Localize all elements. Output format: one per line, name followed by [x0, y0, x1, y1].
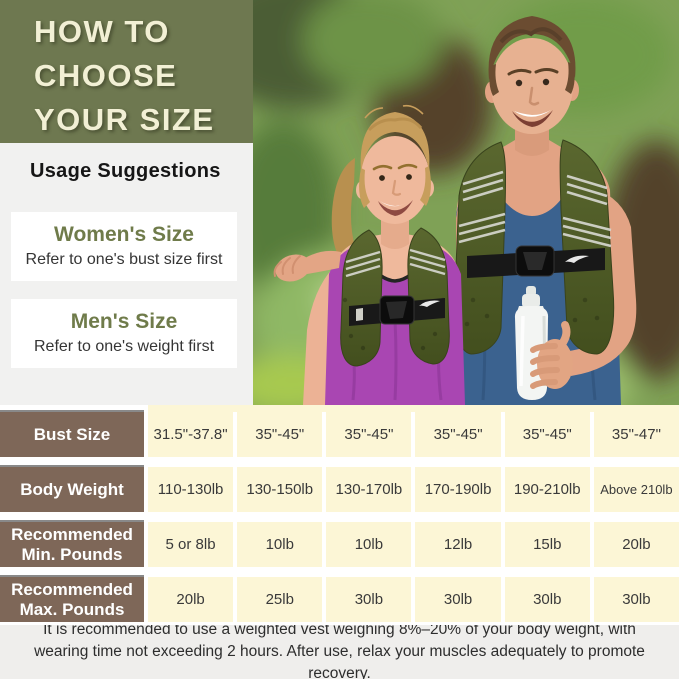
- table-cell: 130-170lb: [326, 467, 412, 512]
- reflective-stripes: [345, 248, 446, 278]
- table-cell: 170-190lb: [415, 467, 501, 512]
- size-table: Bust Size 31.5"-37.8" 35"-45" 35"-45" 35…: [0, 405, 679, 625]
- table-cell: 12lb: [415, 522, 501, 567]
- table-cell: 15lb: [504, 522, 590, 567]
- usage-suggestions-heading: Usage Suggestions: [30, 160, 221, 182]
- woman-figure: [303, 104, 465, 405]
- brand-swoosh-icon: [419, 300, 440, 307]
- table-cell: 30lb: [593, 577, 679, 622]
- table-cell: 10lb: [237, 522, 323, 567]
- row-label-body-weight: Body Weight: [0, 467, 144, 512]
- table-cell: 35"-45": [326, 412, 412, 457]
- man-hand-on-bottle: [530, 321, 573, 389]
- table-cell: 35"-45": [237, 412, 323, 457]
- table-cell: 20lb: [593, 522, 679, 567]
- table-cell: 130-150lb: [237, 467, 323, 512]
- table-cell: 30lb: [415, 577, 501, 622]
- table-cell: 110-130lb: [148, 467, 234, 512]
- row-label-bust-size: Bust Size: [0, 412, 144, 457]
- footer-note: It is recommended to use a weighted vest…: [0, 621, 679, 679]
- top-section: HOW TO CHOOSE YOUR SIZE Usage Suggestion…: [0, 0, 679, 405]
- mens-size-subtitle: Refer to one's weight first: [33, 338, 215, 355]
- table-cell: 30lb: [504, 577, 590, 622]
- man-hand-on-shoulder: [273, 250, 341, 282]
- womens-size-card: Women's Size Refer to one's bust size fi…: [11, 212, 237, 281]
- womens-size-subtitle: Refer to one's bust size first: [25, 251, 223, 268]
- row-label-recommended-min-pounds: Recommended Min. Pounds: [0, 522, 144, 567]
- table-cell: 5 or 8lb: [148, 522, 234, 567]
- table-cell: 190-210lb: [504, 467, 590, 512]
- couple-wearing-vests-illustration: [253, 0, 679, 405]
- product-photo: [253, 0, 679, 405]
- title-line: HOW TO: [34, 14, 170, 49]
- womens-size-title: Women's Size: [54, 223, 194, 246]
- title-banner: HOW TO CHOOSE YOUR SIZE: [0, 0, 253, 143]
- man-figure: [453, 16, 637, 405]
- title-line: CHOOSE: [34, 58, 178, 93]
- title-line: YOUR SIZE: [34, 102, 215, 137]
- footer-text: It is recommended to use a weighted vest…: [34, 621, 645, 679]
- left-column: HOW TO CHOOSE YOUR SIZE Usage Suggestion…: [0, 0, 253, 405]
- reflective-stripes: [458, 170, 612, 248]
- table-cell: 31.5"-37.8": [148, 412, 234, 457]
- table-cell: 25lb: [237, 577, 323, 622]
- table-cell: 10lb: [326, 522, 412, 567]
- table-cell: 35"-47": [593, 412, 679, 457]
- brand-swoosh-icon: [565, 255, 589, 263]
- table-cell: 30lb: [326, 577, 412, 622]
- row-label-recommended-max-pounds: Recommended Max. Pounds: [0, 577, 144, 622]
- mens-size-title: Men's Size: [70, 310, 178, 333]
- table-cell: 20lb: [148, 577, 234, 622]
- table-cell: 35"-45": [504, 412, 590, 457]
- table-cell: 35"-45": [415, 412, 501, 457]
- mens-size-card: Men's Size Refer to one's weight first: [11, 299, 237, 368]
- table-cell: Above 210lb: [593, 467, 679, 512]
